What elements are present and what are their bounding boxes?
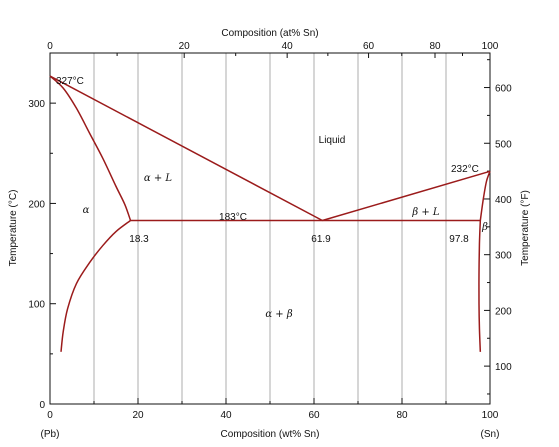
right-axis-title: Temperature (°F) [520, 190, 531, 266]
beta-solidus-curve [479, 171, 491, 221]
top-tick-label: 80 [429, 41, 441, 52]
eutectic-temperature-label: 183°C [219, 212, 247, 223]
left-tick-label: 0 [39, 400, 45, 411]
left-tick-label: 200 [28, 199, 45, 210]
bottom-tick-label: 100 [482, 410, 499, 421]
alpha-region-label: α [83, 205, 90, 216]
liquidus-right-line [322, 170, 491, 222]
alpha-solidus-curve [49, 75, 132, 221]
top-tick-label: 100 [482, 41, 499, 52]
axis-ticks: 0 20 40 60 80 100 0 20 40 60 80 100 0 100 200 300 100 200… [28, 41, 512, 421]
beta-region-label: β [481, 222, 488, 233]
beta-solvus-curve [478, 220, 482, 352]
beta-liquid-region-label: β + L [411, 207, 440, 218]
top-tick-label: 60 [363, 41, 375, 52]
left-tick-label: 300 [28, 99, 45, 110]
alpha-beta-region-label: α + β [265, 309, 292, 320]
top-axis-title: Composition (at% Sn) [221, 28, 318, 39]
bottom-tick-label: 20 [132, 410, 144, 421]
sn-melting-point-label: 232°C [451, 164, 479, 175]
bottom-tick-label: 60 [308, 410, 320, 421]
beta-composition-label: 97.8 [449, 234, 469, 245]
right-tick-label: 600 [495, 84, 512, 95]
right-tick-label: 100 [495, 362, 512, 373]
gridlines [93, 53, 447, 404]
liquid-region-label: Liquid [319, 135, 346, 146]
bottom-tick-label: 0 [47, 410, 53, 421]
eutectic-composition-label: 61.9 [311, 234, 331, 245]
alpha-solvus-curve [60, 219, 131, 352]
liquidus-left-line [49, 75, 323, 222]
right-tick-label: 300 [495, 251, 512, 262]
right-tick-label: 200 [495, 306, 512, 317]
phase-boundaries [49, 75, 491, 352]
bottom-axis-title: Composition (wt% Sn) [221, 429, 320, 440]
alpha-composition-label: 18.3 [129, 234, 149, 245]
sn-end-label: (Sn) [481, 429, 500, 440]
right-tick-label: 500 [495, 139, 512, 150]
top-tick-label: 20 [179, 41, 191, 52]
bottom-tick-label: 40 [220, 410, 232, 421]
bottom-tick-label: 80 [396, 410, 408, 421]
pb-end-label: (Pb) [41, 429, 60, 440]
left-tick-label: 100 [28, 300, 45, 311]
top-tick-label: 40 [282, 41, 294, 52]
right-tick-label: 400 [495, 195, 512, 206]
top-tick-label: 0 [47, 41, 53, 52]
left-axis-title: Temperature (°C) [8, 190, 19, 267]
alpha-liquid-region-label: α + L [144, 173, 172, 184]
pb-melting-point-label: 327°C [56, 76, 84, 87]
